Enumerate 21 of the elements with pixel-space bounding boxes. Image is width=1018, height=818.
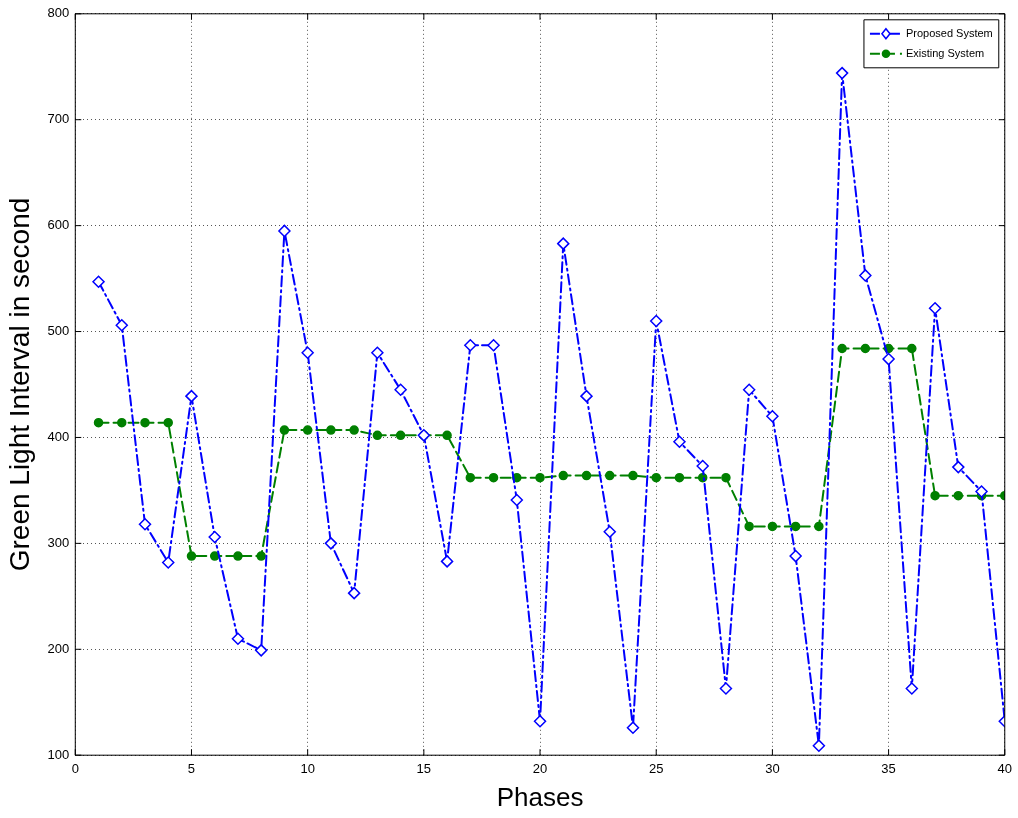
- y-tick-label: 600: [47, 217, 70, 233]
- x-axis-title: Phases: [496, 781, 584, 812]
- y-tick-label: 100: [47, 746, 70, 762]
- y-tick-label: 300: [47, 534, 70, 550]
- y-axis-title: Green Light Interval in second: [3, 197, 35, 572]
- y-tick-label: 500: [47, 323, 70, 339]
- x-tick-label: 5: [187, 760, 196, 776]
- x-tick-label: 30: [765, 760, 780, 776]
- y-tick-label: 800: [47, 5, 70, 21]
- x-tick-label: 25: [648, 760, 664, 776]
- x-tick-label: 10: [300, 760, 315, 776]
- x-tick-label: 20: [532, 760, 548, 776]
- x-tick-label: 35: [881, 760, 896, 776]
- y-tick-label: 400: [47, 429, 70, 445]
- legend-label: Proposed System: [905, 26, 993, 39]
- x-tick-label: 15: [416, 760, 432, 776]
- y-tick-label: 200: [47, 640, 70, 656]
- x-tick-label: 0: [71, 760, 79, 776]
- x-tick-label: 40: [997, 760, 1012, 776]
- legend-label: Existing System: [905, 46, 985, 59]
- y-tick-label: 700: [47, 111, 70, 127]
